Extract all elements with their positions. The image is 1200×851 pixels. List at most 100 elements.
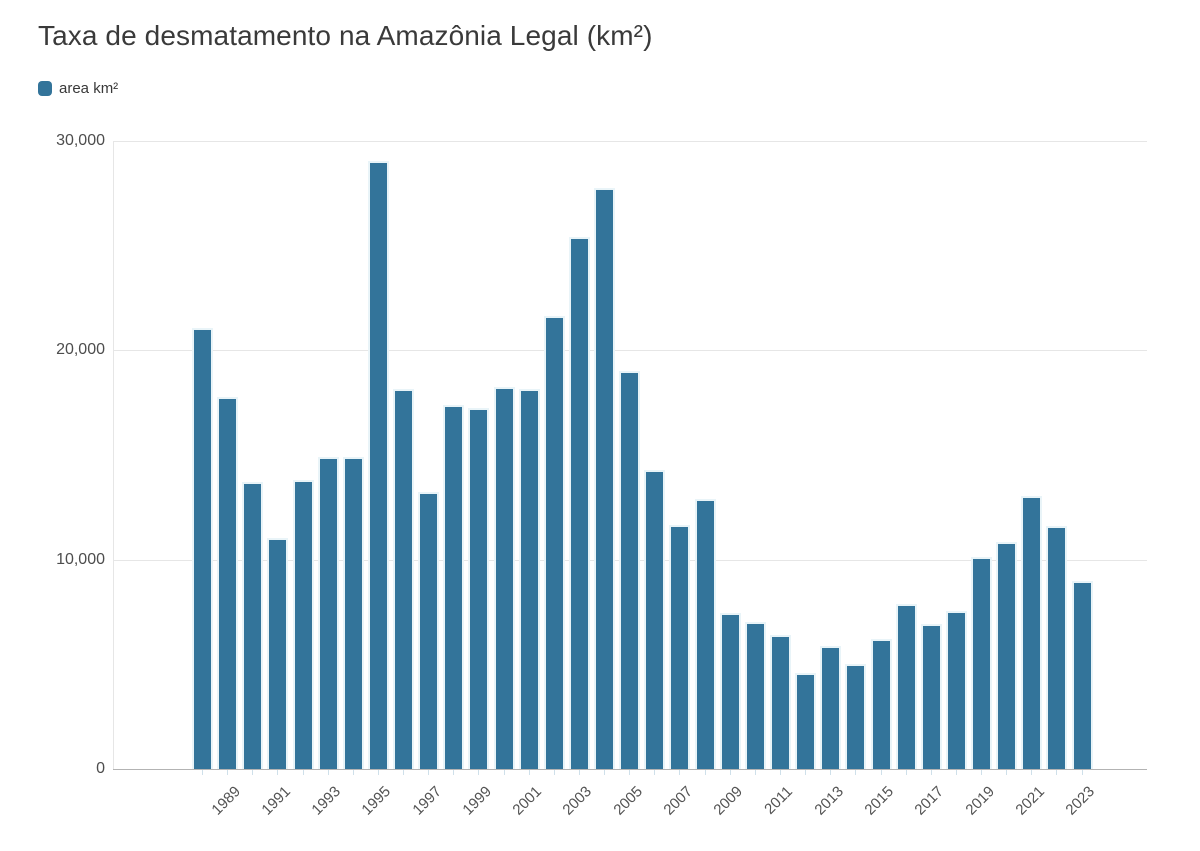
legend-label: area km² bbox=[59, 80, 119, 97]
x-axis-label: 2007 bbox=[660, 783, 696, 819]
y-axis-label: 10,000 bbox=[56, 550, 105, 568]
y-gridline bbox=[113, 141, 1147, 142]
x-axis-baseline bbox=[113, 769, 1147, 770]
bar[interactable] bbox=[267, 538, 289, 769]
bar[interactable] bbox=[568, 237, 590, 769]
x-axis-label: 2005 bbox=[610, 783, 646, 819]
bar[interactable] bbox=[493, 387, 515, 769]
bar[interactable] bbox=[870, 639, 892, 769]
x-axis-label: 1991 bbox=[258, 783, 294, 819]
x-tick bbox=[503, 770, 505, 775]
x-tick bbox=[302, 770, 304, 775]
bar[interactable] bbox=[1046, 526, 1068, 769]
bar[interactable] bbox=[971, 556, 993, 769]
x-axis-label: 2015 bbox=[861, 783, 898, 819]
x-tick bbox=[981, 770, 983, 775]
x-tick bbox=[528, 770, 530, 775]
x-tick bbox=[553, 770, 555, 775]
x-axis-label: 2013 bbox=[811, 783, 847, 819]
bar[interactable] bbox=[418, 492, 440, 769]
legend-swatch-icon bbox=[38, 81, 52, 96]
x-tick bbox=[704, 770, 706, 775]
x-tick bbox=[352, 770, 354, 775]
legend: area km² bbox=[38, 80, 118, 97]
x-tick bbox=[478, 770, 480, 775]
x-tick bbox=[1056, 770, 1058, 775]
bar[interactable] bbox=[1071, 580, 1093, 769]
bar[interactable] bbox=[543, 315, 565, 769]
bar[interactable] bbox=[242, 481, 264, 769]
x-axis-label: 2001 bbox=[509, 783, 546, 819]
x-tick bbox=[629, 770, 631, 775]
x-tick bbox=[403, 770, 405, 775]
bar[interactable] bbox=[342, 457, 364, 769]
bar[interactable] bbox=[644, 469, 666, 769]
y-axis-line bbox=[113, 141, 114, 769]
bar[interactable] bbox=[217, 397, 239, 769]
bar[interactable] bbox=[694, 498, 716, 769]
bar[interactable] bbox=[468, 407, 490, 769]
x-axis-label: 2017 bbox=[911, 783, 948, 819]
bar[interactable] bbox=[719, 612, 741, 769]
bar[interactable] bbox=[317, 457, 339, 769]
x-axis-label: 2021 bbox=[1012, 783, 1048, 819]
bar[interactable] bbox=[1021, 496, 1043, 769]
bar[interactable] bbox=[192, 328, 213, 769]
x-tick bbox=[1006, 770, 1008, 775]
x-axis-label: 2019 bbox=[961, 783, 998, 819]
x-axis-label: 1993 bbox=[308, 783, 345, 819]
x-tick bbox=[377, 770, 379, 775]
x-tick bbox=[930, 770, 932, 775]
bar[interactable] bbox=[669, 525, 691, 769]
bar[interactable] bbox=[619, 370, 641, 769]
bar[interactable] bbox=[744, 622, 766, 769]
x-tick bbox=[1081, 770, 1083, 775]
x-tick bbox=[227, 770, 229, 775]
x-tick bbox=[327, 770, 329, 775]
x-tick bbox=[679, 770, 681, 775]
x-tick bbox=[277, 770, 279, 775]
x-axis-label: 1999 bbox=[459, 783, 495, 819]
x-tick bbox=[905, 770, 907, 775]
x-tick bbox=[955, 770, 957, 775]
bar[interactable] bbox=[820, 645, 842, 769]
x-axis-label: 1989 bbox=[208, 783, 244, 819]
bar[interactable] bbox=[996, 541, 1018, 769]
x-tick bbox=[654, 770, 656, 775]
x-tick bbox=[754, 770, 756, 775]
x-axis-label: 2003 bbox=[559, 783, 596, 819]
bar[interactable] bbox=[367, 160, 389, 769]
x-tick bbox=[729, 770, 731, 775]
x-axis-label: 1995 bbox=[358, 783, 395, 819]
x-tick bbox=[830, 770, 832, 775]
x-tick bbox=[805, 770, 807, 775]
bar[interactable] bbox=[393, 388, 415, 769]
bar[interactable] bbox=[920, 623, 942, 769]
y-gridline bbox=[113, 350, 1147, 352]
x-tick bbox=[1031, 770, 1033, 775]
chart-title: Taxa de desmatamento na Amazônia Legal (… bbox=[38, 20, 653, 51]
x-axis-label: 2023 bbox=[1062, 783, 1099, 819]
x-tick bbox=[855, 770, 857, 775]
x-tick bbox=[578, 770, 580, 775]
bar[interactable] bbox=[895, 603, 917, 769]
x-tick bbox=[252, 770, 254, 775]
bar[interactable] bbox=[769, 634, 791, 769]
x-tick bbox=[779, 770, 781, 775]
bar[interactable] bbox=[292, 480, 314, 769]
x-tick bbox=[202, 770, 203, 775]
bar[interactable] bbox=[518, 388, 540, 769]
x-axis-label: 2011 bbox=[761, 783, 797, 818]
bar[interactable] bbox=[945, 611, 967, 769]
bar[interactable] bbox=[443, 405, 465, 769]
bar[interactable] bbox=[795, 673, 817, 769]
y-axis-label: 20,000 bbox=[56, 341, 105, 359]
bar[interactable] bbox=[594, 187, 616, 769]
x-tick bbox=[880, 770, 882, 775]
x-tick bbox=[428, 770, 430, 775]
bar[interactable] bbox=[845, 664, 867, 769]
y-axis-label: 0 bbox=[96, 760, 105, 777]
x-tick bbox=[453, 770, 455, 775]
